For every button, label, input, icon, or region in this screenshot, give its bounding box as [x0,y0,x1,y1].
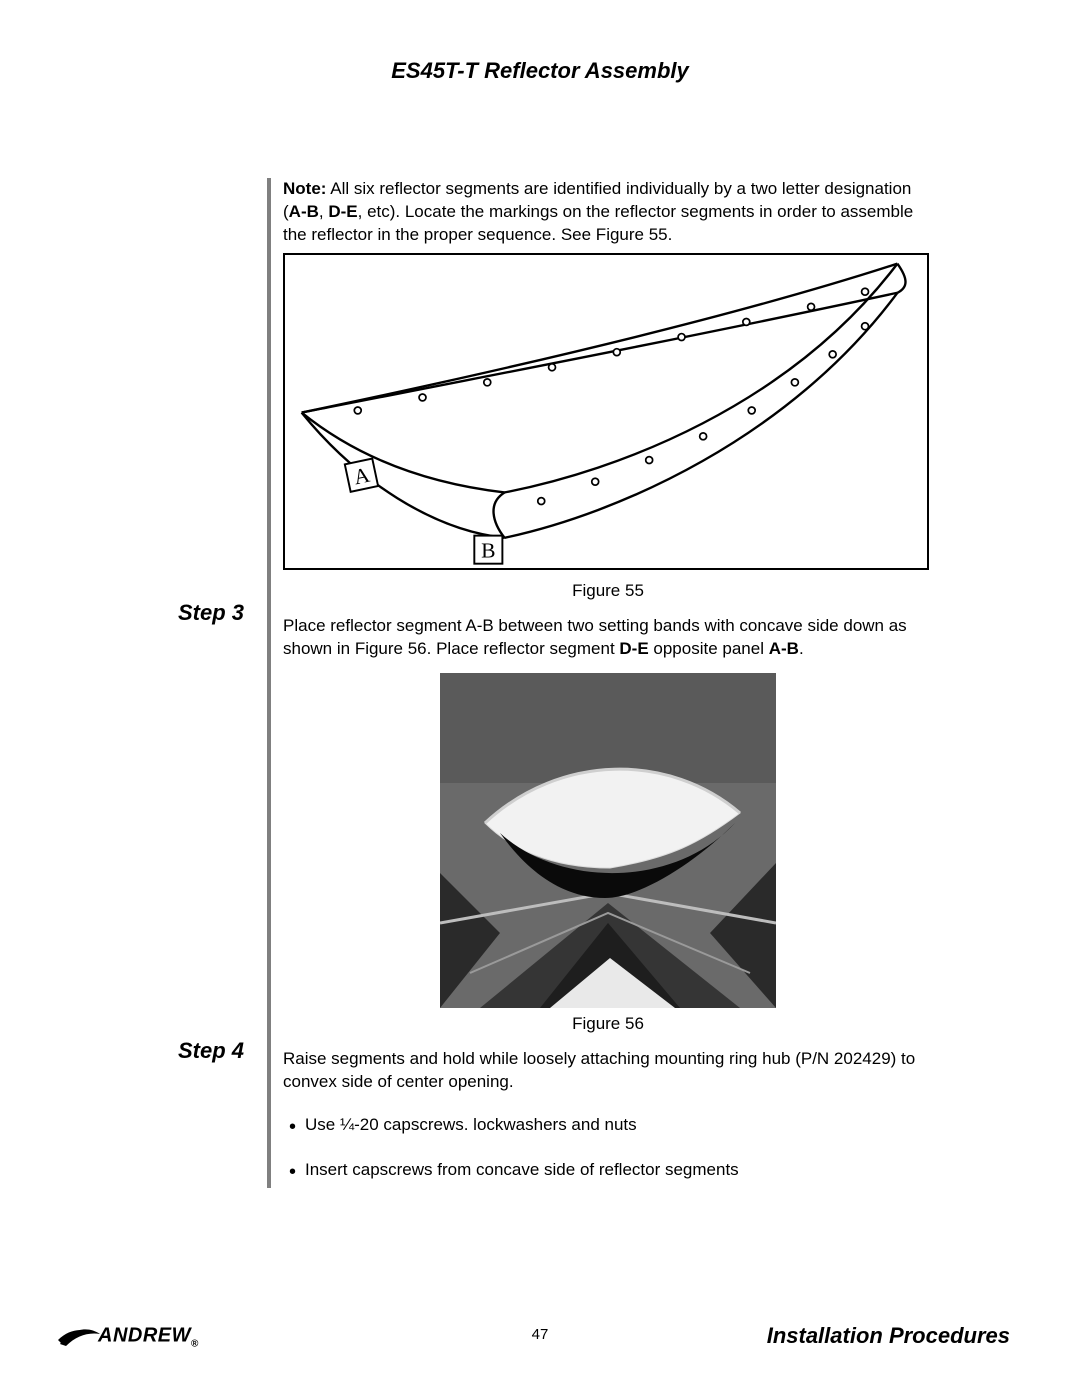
main-content: Note: All six reflector segments are ide… [283,178,933,1203]
figure-56-photo [440,673,776,1008]
step3-t1: Place reflector segment A-B between two … [283,616,907,658]
note-des-de: D-E [328,202,357,221]
note-lead: Note: [283,179,326,198]
step3-de: D-E [619,639,648,658]
vertical-rule [267,178,271,1188]
bullet-item: Insert capscrews from concave side of re… [283,1159,933,1182]
step3-t3: . [799,639,804,658]
page-title: ES45T-T Reflector Assembly [0,58,1080,84]
note-sep: , [319,202,328,221]
step-3-text: Place reflector segment A-B between two … [283,615,933,661]
svg-text:B: B [481,538,495,562]
page-footer: ANDREW® 47 Installation Procedures [0,1309,1080,1349]
bullet-item: Use ¼-20 capscrews. lockwashers and nuts [283,1114,933,1137]
step-4-label: Step 4 [178,1038,244,1064]
step-3-label: Step 3 [178,600,244,626]
note-paragraph: Note: All six reflector segments are ide… [283,178,933,247]
step-4-bullets: Use ¼-20 capscrews. lockwashers and nuts… [283,1114,933,1182]
note-des-ab: A-B [289,202,319,221]
figure-55-caption: Figure 55 [283,581,933,601]
footer-section-title: Installation Procedures [767,1323,1010,1349]
step3-t2: opposite panel [649,639,769,658]
figure-56-caption: Figure 56 [283,1014,933,1034]
note-text-2: , etc). Locate the markings on the refle… [283,202,913,244]
step-4-text: Raise segments and hold while loosely at… [283,1048,933,1094]
step3-ab: A-B [769,639,799,658]
figure-55-diagram: AB [283,253,929,570]
